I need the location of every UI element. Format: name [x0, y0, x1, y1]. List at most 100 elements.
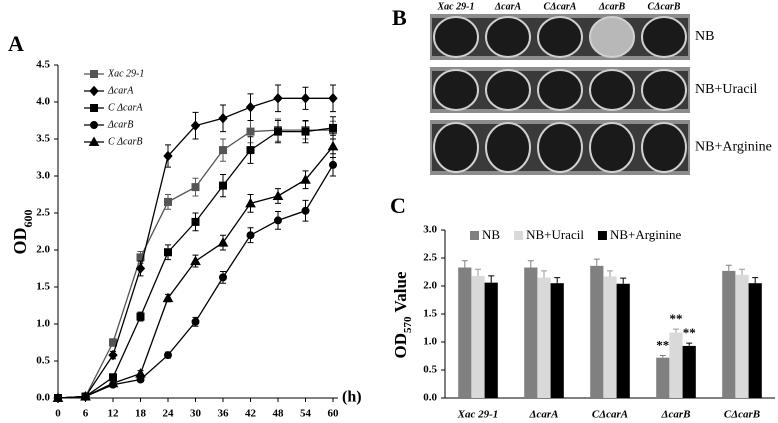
- marker: [191, 317, 200, 326]
- x-tick-label: 54: [300, 408, 312, 420]
- marker: [191, 183, 200, 192]
- y-label-sub: 600: [21, 210, 35, 228]
- error-bar: [686, 342, 693, 346]
- well: [589, 16, 635, 58]
- marker: [191, 217, 200, 226]
- legend-label: C ΔcarB: [108, 136, 142, 147]
- line: [57, 164, 334, 399]
- marker: [164, 248, 172, 257]
- marker: [135, 263, 146, 274]
- error-bar: [527, 260, 534, 268]
- bar: [656, 357, 670, 398]
- y-tick-label: 3.5: [36, 133, 50, 145]
- well: [537, 69, 583, 111]
- legend-marker: [89, 85, 99, 97]
- error-bar: [607, 270, 613, 277]
- bar: [458, 267, 472, 398]
- legend-label: NB: [482, 227, 500, 242]
- well: [485, 16, 531, 58]
- legend-label: C ΔcarA: [108, 102, 143, 113]
- marker: [327, 140, 339, 151]
- marker: [80, 391, 91, 401]
- marker: [301, 127, 310, 136]
- y-tick-label: 1.0: [36, 318, 50, 330]
- bar: [524, 267, 538, 398]
- well: [485, 122, 531, 173]
- x-tick-label: Xac 29-1: [457, 409, 499, 421]
- marker: [245, 101, 256, 113]
- y-label-text: Value: [391, 271, 410, 316]
- error-bar: [725, 264, 732, 271]
- marker: [108, 349, 118, 361]
- x-tick-label: 6: [83, 408, 89, 420]
- x-tick-label: ΔcarA: [529, 409, 559, 421]
- marker: [164, 197, 172, 206]
- row-label: NB: [695, 29, 714, 44]
- legend-marker: [90, 121, 98, 129]
- marker: [300, 174, 311, 184]
- x-tick-label: 12: [108, 408, 120, 420]
- column-label: Xac 29-1: [437, 1, 475, 12]
- marker: [190, 120, 201, 131]
- error-bar: [593, 258, 600, 266]
- well: [641, 69, 687, 111]
- x-tick-label: 30: [190, 408, 202, 420]
- x-tick-label: 48: [273, 408, 285, 420]
- error-bar: [475, 268, 481, 276]
- legend-marker: [88, 136, 100, 146]
- well: [641, 122, 687, 173]
- marker: [107, 377, 119, 388]
- y-tick-label: 3.0: [423, 224, 437, 236]
- marker: [217, 237, 229, 247]
- y-tick-label: 1.0: [423, 336, 437, 348]
- x-tick-label: 42: [245, 408, 257, 420]
- bar: [748, 283, 762, 398]
- marker: [109, 338, 117, 347]
- well: [485, 69, 531, 111]
- legend-label: NB+Arginine: [610, 227, 682, 242]
- bar: [682, 345, 696, 398]
- bar: [722, 270, 736, 398]
- well: [589, 69, 635, 111]
- marker: [301, 206, 310, 215]
- legend-label: ΔcarA: [107, 85, 134, 96]
- y-tick-label: 2.5: [423, 252, 437, 264]
- marker: [219, 273, 227, 282]
- row-label: NB+Uracil: [695, 82, 757, 97]
- annotation: **: [656, 337, 669, 352]
- legend-label: Xac 29-1: [107, 68, 144, 79]
- column-label: CΔcarA: [544, 1, 577, 12]
- error-bar: [752, 277, 759, 284]
- marker: [164, 351, 172, 360]
- y-label-sub: 570: [402, 316, 414, 333]
- marker: [136, 312, 145, 321]
- y-tick-label: 4.5: [36, 59, 50, 71]
- legend-swatch: [470, 231, 479, 240]
- well: [589, 122, 635, 173]
- well: [641, 16, 687, 58]
- y-tick-label: 1.5: [36, 281, 50, 293]
- bar: [550, 283, 564, 398]
- panel-label: A: [8, 31, 24, 56]
- error-bar: [659, 354, 666, 358]
- y-axis-label: OD600: [10, 210, 35, 255]
- error-bar: [673, 328, 679, 333]
- marker: [218, 113, 228, 124]
- marker: [274, 127, 282, 136]
- error-bar: [554, 277, 561, 284]
- bar: [669, 332, 683, 398]
- row-label: NB+Arginine: [695, 140, 772, 155]
- y-tick-label: 0.0: [423, 392, 437, 404]
- error-bar: [461, 260, 468, 268]
- marker: [52, 392, 64, 402]
- marker: [162, 292, 174, 303]
- marker: [273, 93, 283, 104]
- marker: [219, 181, 227, 190]
- marker: [246, 231, 255, 240]
- panel-label: C: [390, 193, 406, 218]
- x-tick-label: 24: [163, 408, 175, 420]
- x-tick-label: 18: [135, 408, 147, 420]
- marker: [329, 160, 337, 169]
- well: [433, 16, 479, 58]
- bar: [471, 275, 485, 398]
